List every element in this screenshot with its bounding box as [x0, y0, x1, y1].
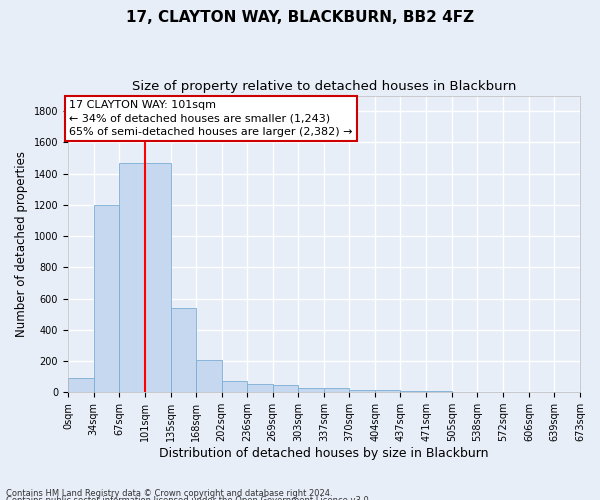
Bar [119, 162, 145, 392]
Text: Contains public sector information licensed under the Open Government Licence v3: Contains public sector information licen… [6, 496, 371, 500]
Bar [94, 205, 119, 392]
Bar [68, 378, 94, 392]
Text: 17 CLAYTON WAY: 101sqm
← 34% of detached houses are smaller (1,243)
65% of semi-: 17 CLAYTON WAY: 101sqm ← 34% of detached… [70, 100, 353, 136]
Bar [298, 388, 325, 392]
Bar [247, 384, 272, 392]
Bar [196, 360, 221, 392]
Bar [145, 162, 170, 392]
Y-axis label: Number of detached properties: Number of detached properties [15, 151, 28, 337]
Bar [221, 380, 247, 392]
Bar [325, 388, 349, 392]
Title: Size of property relative to detached houses in Blackburn: Size of property relative to detached ho… [132, 80, 516, 93]
Bar [349, 390, 376, 392]
Bar [400, 390, 426, 392]
Bar [376, 390, 400, 392]
Bar [272, 385, 298, 392]
Text: 17, CLAYTON WAY, BLACKBURN, BB2 4FZ: 17, CLAYTON WAY, BLACKBURN, BB2 4FZ [126, 10, 474, 25]
X-axis label: Distribution of detached houses by size in Blackburn: Distribution of detached houses by size … [159, 447, 489, 460]
Text: Contains HM Land Registry data © Crown copyright and database right 2024.: Contains HM Land Registry data © Crown c… [6, 488, 332, 498]
Bar [170, 308, 196, 392]
